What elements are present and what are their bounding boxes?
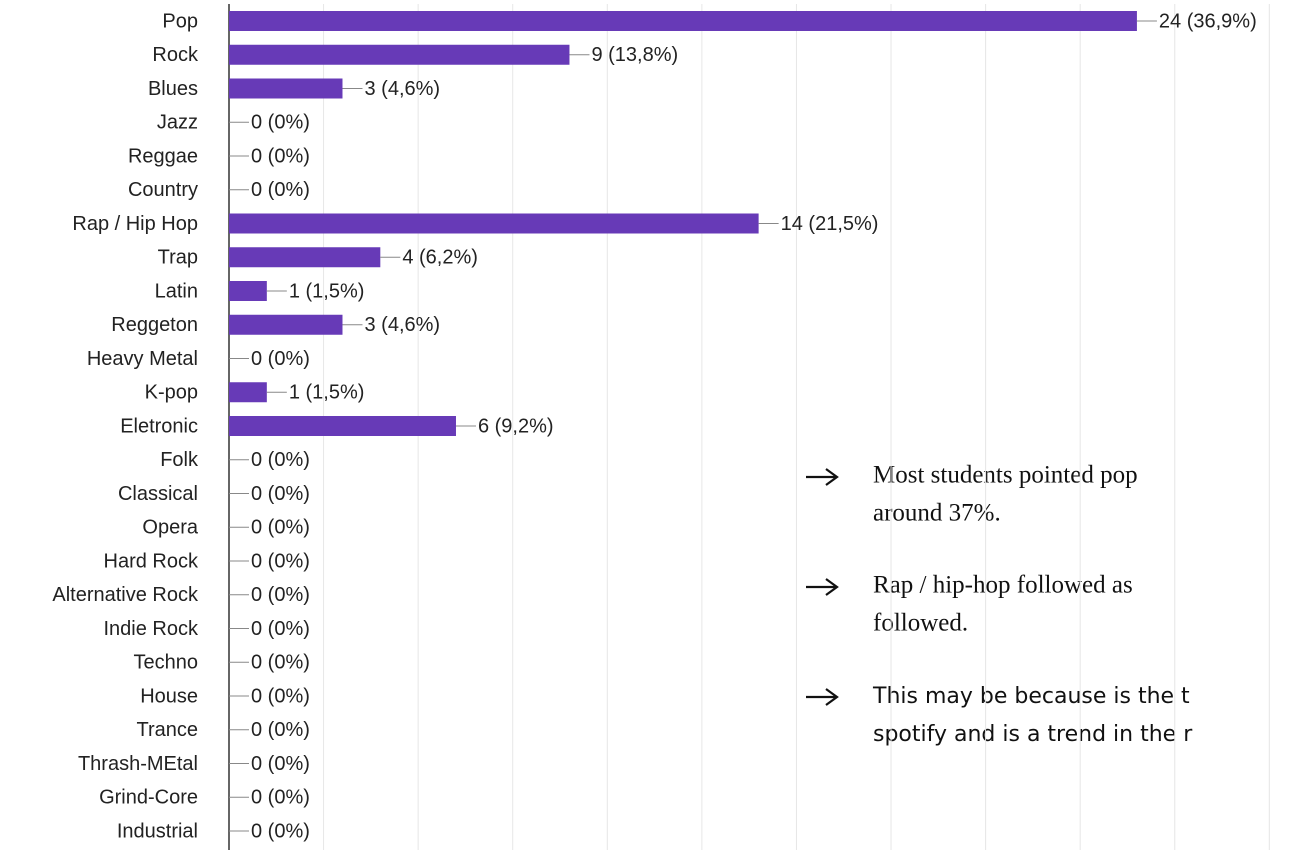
bar — [229, 247, 381, 268]
category-label: Blues — [148, 78, 198, 100]
value-label: 0 (0%) — [251, 145, 310, 167]
value-label: 6 (9,2%) — [478, 415, 554, 437]
bar — [229, 382, 267, 403]
category-label: Indie Rock — [104, 618, 199, 640]
bar — [229, 44, 570, 65]
category-label: Classical — [118, 483, 198, 505]
value-label: 0 (0%) — [251, 179, 310, 201]
note-text: spotify and is a trend in the r — [873, 722, 1193, 747]
category-label: House — [140, 685, 198, 707]
category-label: Eletronic — [120, 415, 198, 437]
category-label: Industrial — [117, 820, 198, 842]
category-label: Heavy Metal — [87, 348, 198, 370]
category-label: Pop — [162, 10, 198, 32]
value-label: 0 (0%) — [251, 618, 310, 640]
bullet-arrow — [806, 578, 839, 596]
category-label: Grind-Core — [99, 787, 198, 809]
category-label: Reggae — [128, 145, 198, 167]
value-label: 0 (0%) — [251, 820, 310, 842]
bullet-arrow — [806, 688, 839, 706]
category-label: Rock — [152, 44, 199, 66]
value-label: 0 (0%) — [251, 652, 310, 674]
value-label: 9 (13,8%) — [591, 44, 678, 66]
category-label: Opera — [142, 517, 198, 539]
category-label: Alternative Rock — [52, 584, 199, 606]
note-text: followed. — [873, 610, 968, 637]
value-label: 0 (0%) — [251, 719, 310, 741]
value-label: 3 (4,6%) — [364, 314, 440, 336]
category-label: Techno — [134, 652, 199, 674]
category-label: K-pop — [145, 382, 198, 404]
bar — [229, 314, 343, 335]
category-label: Jazz — [157, 112, 198, 134]
category-label: Rap / Hip Hop — [72, 213, 198, 235]
bar — [229, 11, 1137, 31]
value-label: 3 (4,6%) — [364, 78, 440, 100]
value-label: 4 (6,2%) — [402, 247, 478, 269]
category-label: Thrash-MEtal — [78, 753, 198, 775]
notes: Most students pointed pop around 37%. Rap … — [806, 462, 1193, 747]
note-text: Rap / hip-hop followed as — [873, 572, 1133, 599]
note-text: This may be because is the t — [872, 684, 1190, 709]
value-label: 0 (0%) — [251, 685, 310, 707]
value-label: 0 (0%) — [251, 348, 310, 370]
value-label: 0 (0%) — [251, 517, 310, 539]
value-label: 0 (0%) — [251, 787, 310, 809]
note-text: Most students pointed pop — [873, 462, 1138, 489]
bullet-arrow — [806, 468, 839, 486]
value-label: 0 (0%) — [251, 483, 310, 505]
category-label: Trap — [158, 247, 198, 269]
bar — [229, 281, 267, 301]
value-label: 0 (0%) — [251, 550, 310, 572]
bar — [229, 78, 343, 99]
note-text: around 37%. — [873, 500, 1001, 527]
value-label: 1 (1,5%) — [289, 280, 365, 302]
bar — [229, 416, 456, 436]
value-label: 0 (0%) — [251, 112, 310, 134]
category-label: Latin — [155, 280, 198, 302]
value-label: 1 (1,5%) — [289, 382, 365, 404]
bar — [229, 213, 759, 234]
category-label: Trance — [136, 719, 198, 741]
category-label: Folk — [160, 449, 199, 471]
value-label: 0 (0%) — [251, 449, 310, 471]
value-label: 14 (21,5%) — [781, 213, 879, 235]
category-label: Hard Rock — [104, 550, 199, 572]
value-label: 24 (36,9%) — [1159, 10, 1257, 32]
category-label: Country — [128, 179, 198, 201]
category-label: Reggeton — [111, 314, 198, 336]
value-label: 0 (0%) — [251, 584, 310, 606]
value-label: 0 (0%) — [251, 753, 310, 775]
